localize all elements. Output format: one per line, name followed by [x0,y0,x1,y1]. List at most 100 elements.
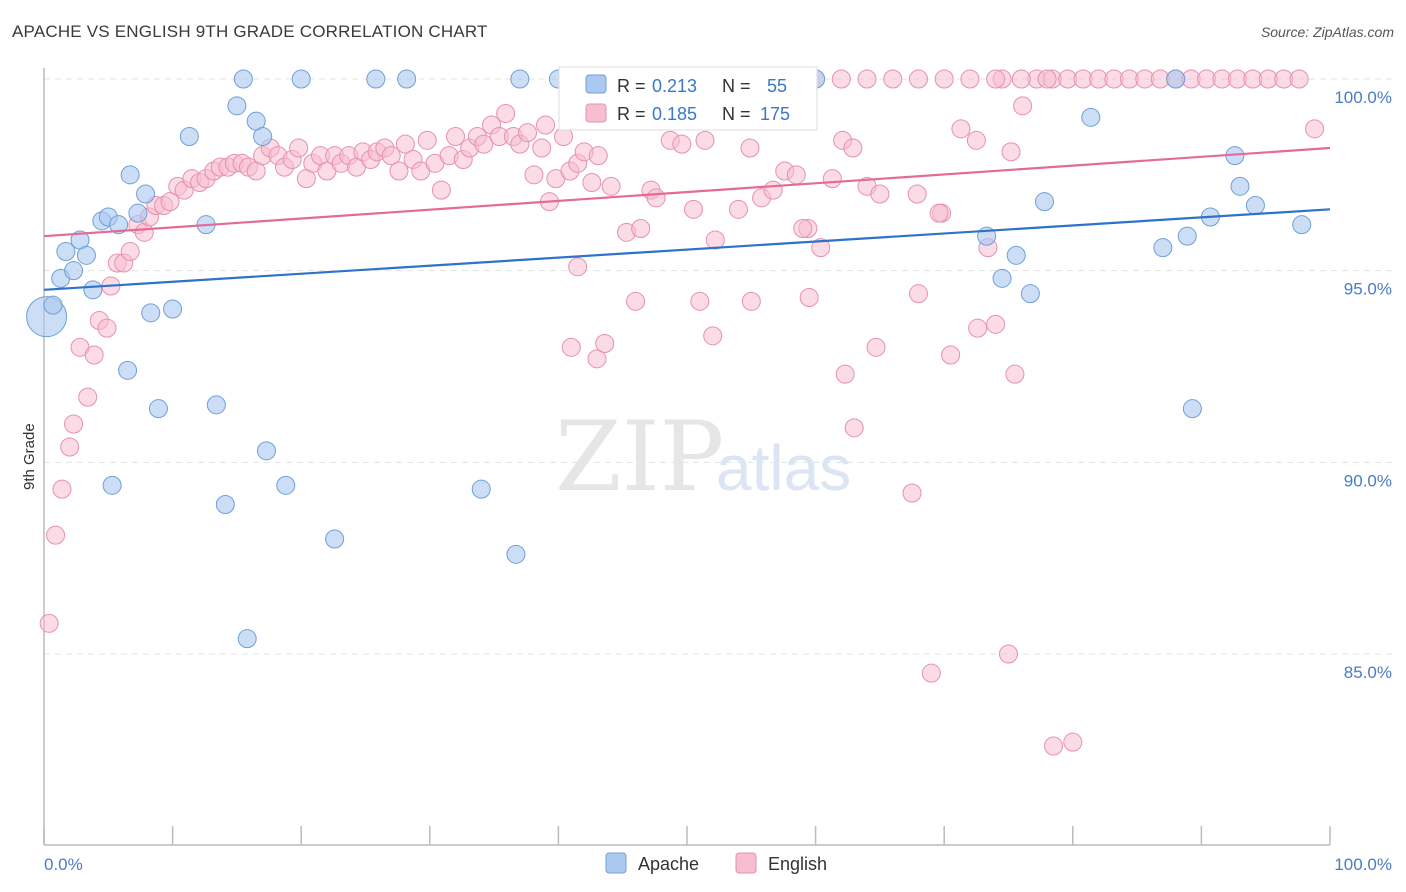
english-point [907,184,927,204]
legend: R = 0.213 N = 55 R = 0.185 N = 175 [558,66,818,131]
english-point [582,173,602,192]
chart-title: APACHE VS ENGLISH 9TH GRADE CORRELATION … [12,22,488,41]
english-point [39,613,59,633]
english-point [705,230,725,250]
english-point [968,318,988,338]
english-point [289,138,309,158]
apache-points [26,69,1312,649]
watermark-atlas: atlas [716,432,851,504]
english-point [921,663,941,683]
apache-point [215,495,235,514]
english-point [97,318,117,338]
english-point [1305,119,1325,139]
apache-point [366,69,386,89]
english-point [561,337,581,357]
legend-english-r-label: R = [617,104,646,124]
legend-english-r-value: 0.185 [652,104,697,124]
english-point [986,314,1006,334]
english-point [524,165,544,185]
english-point [883,69,903,89]
y-tick-label: 85.0% [1344,663,1392,682]
source-label: Source: ZipAtlas.com [1260,24,1394,40]
english-point [1063,732,1083,752]
english-point [835,364,855,384]
english-point [908,284,928,304]
watermark-zip: ZIP [555,401,724,513]
apache-point [83,280,103,300]
english-point [518,123,538,143]
apache-point [992,268,1012,288]
apache-point [237,629,257,649]
apache-point [1081,107,1101,127]
trend-lines [43,146,1331,291]
apache-point [163,299,183,319]
english-point [496,104,516,123]
apache-point [227,96,247,116]
legend-swatch-apache [585,74,607,94]
legend-apache-r-label: R = [617,76,646,96]
english-point [1005,364,1025,384]
apache-point [64,261,84,281]
y-tick-labels: 85.0% 90.0% 95.0% 100.0% [1334,88,1392,682]
x-tick-label: 0.0% [44,855,83,874]
english-point [46,525,66,545]
english-point [120,242,140,261]
english-point [866,337,886,357]
english-point [381,146,401,166]
bottom-legend-english: English [768,854,827,874]
apache-point [1020,284,1040,304]
y-axis-label: 9th Grade [21,423,38,490]
apache-point [56,242,76,261]
english-point [763,180,783,200]
english-point [695,130,715,150]
english-point [1044,736,1064,756]
apache-point [256,441,276,461]
legend-apache-n-label: N = [722,76,751,96]
apache-point [1006,245,1026,265]
english-point [631,219,651,238]
english-point [934,69,954,89]
apache-point [179,127,199,146]
watermark: ZIP atlas [555,401,851,513]
english-point [446,127,466,146]
apache-point [397,69,417,89]
apache-point [136,184,156,204]
english-point [395,134,415,154]
bottom-legend: Apache English [605,852,827,874]
apache-point [1153,238,1173,258]
apache-point [1230,176,1250,196]
english-point [843,138,863,158]
apache-point [102,475,122,495]
apache-point [120,165,140,185]
english-point [966,130,986,150]
english-point [683,199,703,219]
apache-point [1035,192,1055,212]
english-trend-line [43,146,1331,238]
english-point [64,414,84,434]
english-point [626,291,646,311]
english-point [160,192,180,212]
english-point [78,387,98,407]
apache-point [1166,69,1186,89]
english-point [588,146,608,166]
apache-point [1245,196,1265,215]
y-tick-label: 95.0% [1344,280,1392,299]
apache-point [118,360,138,380]
english-point [690,291,710,311]
english-point [960,69,980,89]
legend-apache-r-value: 0.213 [652,76,697,96]
apache-point [325,529,345,549]
bottom-legend-swatch-english [735,852,757,874]
english-point [941,345,961,365]
english-point [84,345,104,365]
english-point [1001,142,1021,162]
legend-english-n-value: 175 [760,104,790,124]
english-point [951,119,971,139]
english-point [431,180,451,200]
english-point [601,176,621,196]
apache-point [109,215,129,235]
apache-point [1177,226,1197,246]
english-point [587,349,607,369]
english-point [811,238,831,258]
